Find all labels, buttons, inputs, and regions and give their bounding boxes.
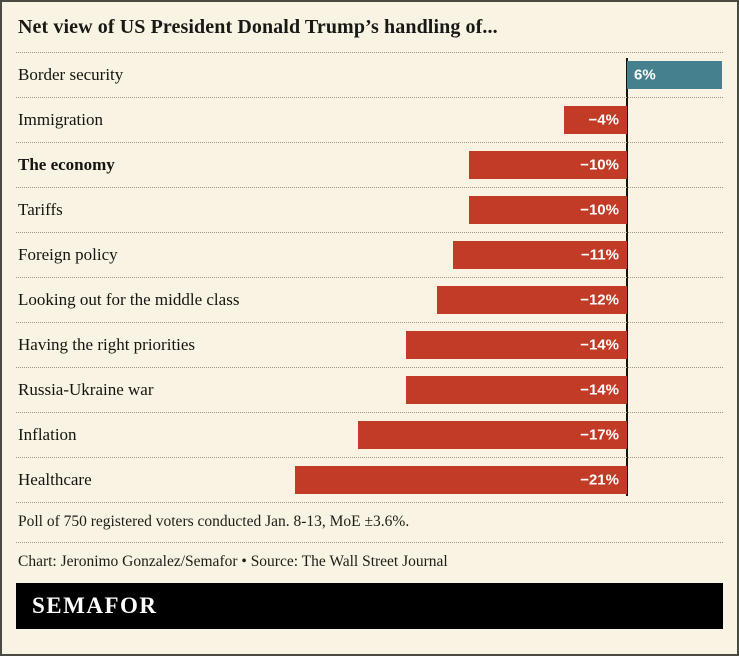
category-label: The economy [18, 155, 115, 174]
category-label: Having the right priorities [18, 335, 196, 354]
chart-row: Russia-Ukraine war −14% [16, 368, 723, 413]
bar-value-label: −10% [580, 201, 619, 219]
chart-row: Foreign policy −11% [16, 233, 723, 278]
chart-row: Tariffs −10% [16, 188, 723, 233]
bar-value-label: −17% [580, 426, 619, 444]
bar-value-label: −10% [580, 156, 619, 174]
bar: −12% [437, 286, 627, 314]
bar: −11% [453, 241, 627, 269]
chart-row: Having the right priorities −14% [16, 323, 723, 368]
chart-row: Looking out for the middle class −12% [16, 278, 723, 323]
bar-value-label: −14% [580, 381, 619, 399]
chart-area: Border security 6% Immigration −4% The e… [16, 53, 723, 503]
chart-title: Net view of US President Donald Trump’s … [18, 16, 498, 38]
bar-value-label: −14% [580, 336, 619, 354]
bar: −4% [564, 106, 627, 134]
chart-row: The economy −10% [16, 143, 723, 188]
bar: −17% [358, 421, 627, 449]
title-block: Net view of US President Donald Trump’s … [16, 2, 723, 53]
chart-row: Healthcare −21% [16, 458, 723, 503]
category-label: Looking out for the middle class [18, 290, 240, 309]
bar: −10% [469, 196, 627, 224]
bar: 6% [627, 61, 722, 89]
category-label: Immigration [18, 110, 103, 129]
logo-bar: SEMAFOR [16, 583, 723, 629]
semafor-logo: SEMAFOR [32, 593, 158, 618]
chart-row: Border security 6% [16, 53, 723, 98]
bar-value-label: −21% [580, 471, 619, 489]
bar-value-label: −12% [580, 291, 619, 309]
bar-value-label: 6% [634, 66, 656, 84]
bar: −14% [406, 376, 627, 404]
category-label: Tariffs [18, 200, 63, 219]
bar-value-label: −4% [588, 111, 619, 129]
methodology-note: Poll of 750 registered voters conducted … [16, 503, 723, 543]
category-label: Border security [18, 65, 124, 84]
category-label: Inflation [18, 425, 77, 444]
bar: −21% [295, 466, 627, 494]
bar-value-label: −11% [581, 246, 619, 264]
category-label: Healthcare [18, 470, 92, 489]
chart-row: Inflation −17% [16, 413, 723, 458]
source-credit: Chart: Jeronimo Gonzalez/Semafor • Sourc… [18, 553, 448, 570]
bar: −14% [406, 331, 627, 359]
bar: −10% [469, 151, 627, 179]
category-label: Foreign policy [18, 245, 118, 264]
category-label: Russia-Ukraine war [18, 380, 154, 399]
chart-row: Immigration −4% [16, 98, 723, 143]
